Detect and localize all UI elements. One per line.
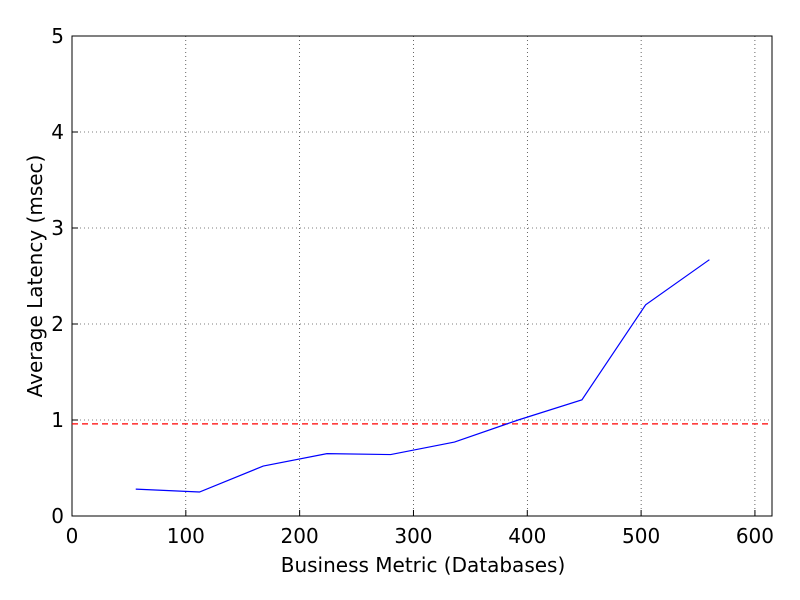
x-tick-label: 400 bbox=[508, 524, 546, 548]
x-axis-label: Business Metric (Databases) bbox=[281, 553, 566, 577]
x-tick-label: 300 bbox=[394, 524, 432, 548]
x-tick-label: 100 bbox=[167, 524, 205, 548]
x-tick-label: 200 bbox=[281, 524, 319, 548]
x-tick-label: 600 bbox=[736, 524, 774, 548]
y-tick-label: 0 bbox=[51, 504, 64, 528]
plot-frame bbox=[71, 35, 773, 517]
y-tick-label: 3 bbox=[51, 216, 64, 240]
data-line bbox=[135, 259, 710, 493]
y-tick-label: 5 bbox=[51, 24, 64, 48]
y-tick-label: 1 bbox=[51, 408, 64, 432]
y-tick-label: 2 bbox=[51, 312, 64, 336]
y-axis-label: Average Latency (msec) bbox=[23, 155, 47, 398]
x-tick-label: 500 bbox=[622, 524, 660, 548]
y-tick-label: 4 bbox=[51, 120, 64, 144]
x-tick-label: 0 bbox=[66, 524, 79, 548]
